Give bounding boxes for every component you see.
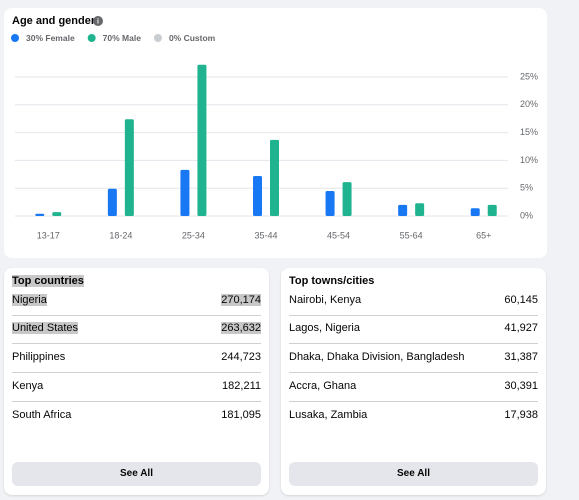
row-value: 181,095 xyxy=(221,409,261,421)
info-icon[interactable] xyxy=(93,16,103,26)
bar xyxy=(52,212,62,216)
x-tick-label: 45-54 xyxy=(327,230,350,240)
row-value: 244,723 xyxy=(221,351,261,363)
row-label: Dhaka, Dhaka Division, Bangladesh xyxy=(289,351,465,363)
info-icon-glyph: i xyxy=(97,18,99,25)
row-value: 30,391 xyxy=(504,380,538,392)
bar xyxy=(342,182,352,216)
legend-label: 0% Custom xyxy=(169,33,216,43)
bar xyxy=(398,204,408,216)
x-tick-label: 25-34 xyxy=(182,230,205,240)
section-title: Top countries xyxy=(12,275,84,287)
bar xyxy=(470,208,480,216)
row-label: Accra, Ghana xyxy=(289,380,357,392)
y-tick-label: 10% xyxy=(520,155,538,165)
table-row: Lagos, Nigeria 41,927 xyxy=(289,315,538,344)
top-cities-card: Top towns/cities Nairobi, Kenya 60,145 Lago… xyxy=(281,268,546,495)
legend-marker xyxy=(11,34,19,42)
bar xyxy=(270,139,279,216)
row-label: Philippines xyxy=(12,351,66,363)
row-label: United States xyxy=(12,322,79,334)
row-value: 17,938 xyxy=(504,409,538,421)
bar xyxy=(124,119,134,216)
legend-marker xyxy=(87,34,96,42)
bar xyxy=(180,169,190,216)
top-countries-card: Top countries Nigeria 270,174 United States… xyxy=(4,268,269,495)
table-row: South Africa 181,095 xyxy=(12,402,261,430)
row-label: Kenya xyxy=(12,380,44,392)
bar xyxy=(487,204,497,216)
row-label: Nigeria xyxy=(12,294,47,306)
row-label: South Africa xyxy=(12,409,72,421)
row-value: 41,927 xyxy=(504,322,538,334)
row-value: 263,632 xyxy=(221,322,261,334)
row-label: Lusaka, Zambia xyxy=(289,409,368,421)
table-row: Nairobi, Kenya 60,145 xyxy=(289,287,538,316)
legend-marker xyxy=(153,34,162,42)
table-row: Kenya 182,211 xyxy=(12,373,261,402)
y-tick-label: 0% xyxy=(520,210,533,220)
section-title: Top towns/cities xyxy=(289,275,375,287)
x-tick-label: 65+ xyxy=(476,230,491,240)
see-all-button[interactable]: See All xyxy=(12,462,261,486)
y-tick-label: 25% xyxy=(520,71,538,81)
x-tick-label: 55-64 xyxy=(400,230,423,240)
y-tick-label: 5% xyxy=(520,183,533,193)
x-tick-label: 18-24 xyxy=(109,230,132,240)
bar xyxy=(35,213,45,216)
row-value: 31,387 xyxy=(504,351,538,363)
table-row: Dhaka, Dhaka Division, Bangladesh 31,387 xyxy=(289,344,538,373)
table-row: United States 263,632 xyxy=(12,315,261,344)
table-row: Nigeria 270,174 xyxy=(12,287,261,316)
table-row: Accra, Ghana 30,391 xyxy=(289,373,538,402)
x-tick-label: 13-17 xyxy=(37,230,60,240)
table-row: Lusaka, Zambia 17,938 xyxy=(289,402,538,430)
legend-label: 70% Male xyxy=(103,33,142,43)
see-all-button[interactable]: See All xyxy=(289,462,538,486)
bar xyxy=(415,203,425,216)
row-value: 182,211 xyxy=(222,380,261,392)
row-label: Lagos, Nigeria xyxy=(289,322,360,334)
y-tick-label: 15% xyxy=(520,127,538,137)
bar xyxy=(253,175,262,216)
chart-title: Age and gender xyxy=(12,15,96,27)
chart: Age and gender i 30% Female 70% Male 0% Cu… xyxy=(4,8,547,258)
y-tick-label: 20% xyxy=(520,99,538,109)
table-row: Philippines 244,723 xyxy=(12,344,261,373)
bar xyxy=(107,188,117,216)
row-value: 270,174 xyxy=(221,294,261,306)
row-label: Nairobi, Kenya xyxy=(289,294,362,306)
legend-label: 30% Female xyxy=(26,33,75,43)
bar xyxy=(197,64,207,217)
row-value: 60,145 xyxy=(504,294,538,306)
x-tick-label: 35-44 xyxy=(254,230,277,240)
bar xyxy=(325,190,335,216)
